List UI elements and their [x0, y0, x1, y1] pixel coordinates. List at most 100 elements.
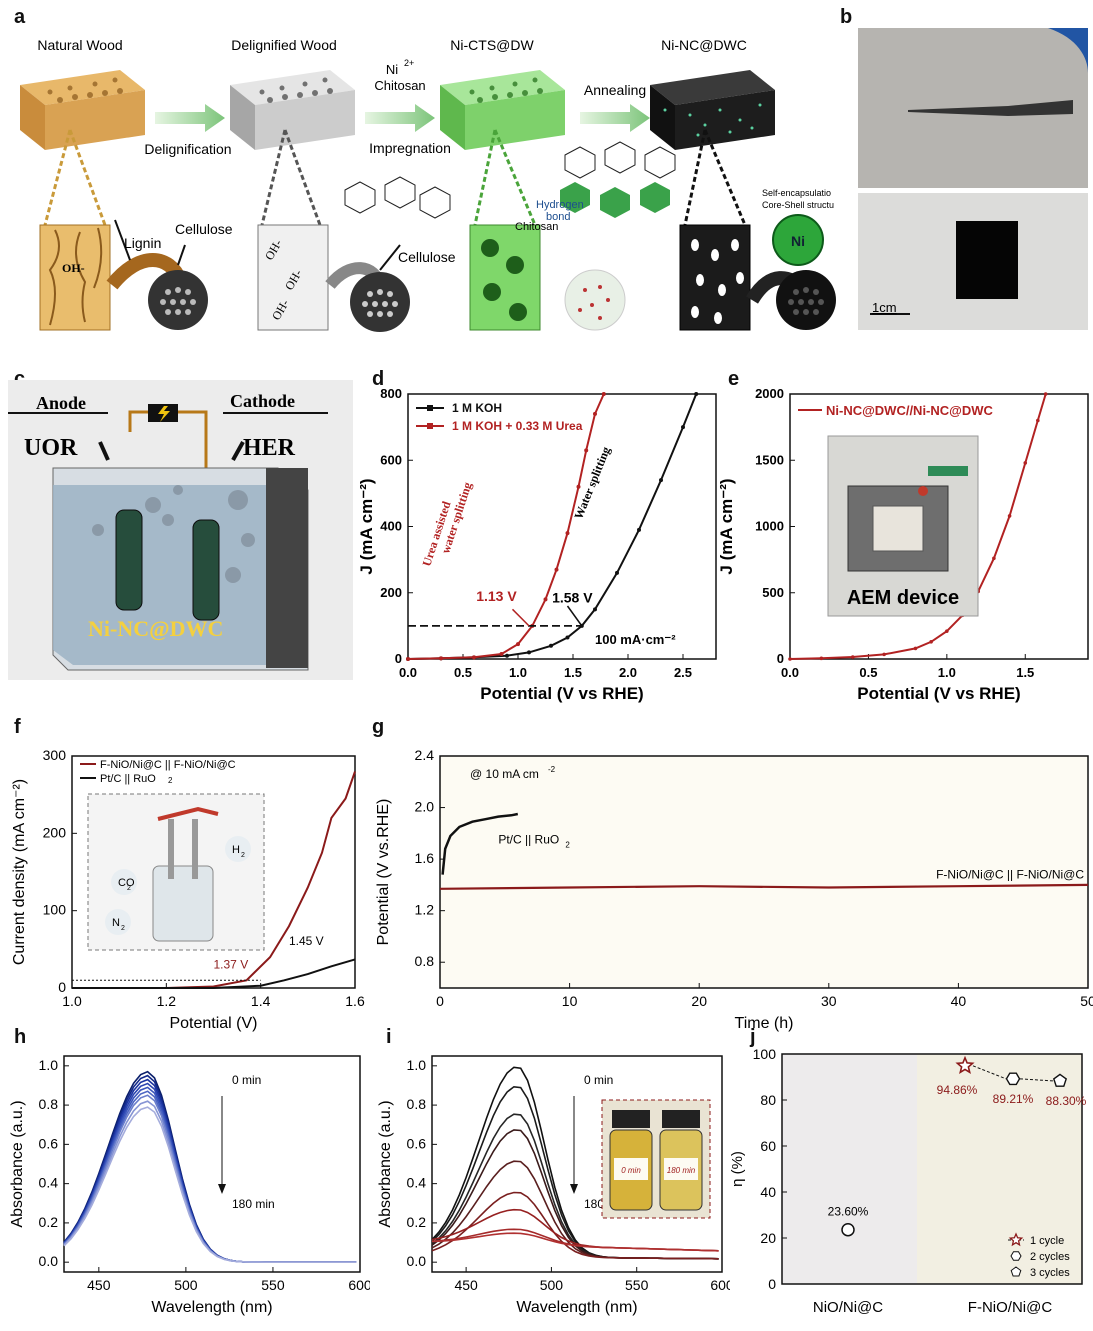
- point-cycle-3: [1052, 1073, 1068, 1087]
- y-tick-label: 0: [777, 651, 784, 666]
- series-point-1: [516, 642, 520, 647]
- time-arrow-head: [218, 1184, 226, 1194]
- cathode-electrode: [192, 519, 220, 621]
- aem-green-clip: [928, 466, 968, 476]
- y-axis-label: Absorbance (a.u.): [377, 1100, 394, 1227]
- series-point-0: [850, 655, 855, 659]
- panel-g-chart: 0 10 20 30 40 50 0.8 1.2 1.6 2.0 2.4 Time (h) Potent…: [375, 747, 1093, 1032]
- series-point-0: [505, 653, 509, 658]
- legend-label-0: 1 cycle: [1030, 1235, 1064, 1247]
- y-tick-label: 200: [43, 824, 67, 840]
- y-tick-label: 1500: [755, 452, 784, 467]
- lightning-icon: [158, 406, 170, 422]
- series-point-0: [549, 643, 553, 648]
- series-line-1: [439, 883, 1089, 890]
- step-ni: Ni: [386, 62, 398, 77]
- spectrum-line-6: [63, 1094, 357, 1263]
- inset-electrode-b: [192, 819, 198, 879]
- x-tick-label: 0.5: [454, 665, 472, 680]
- legend-label-0: F-NiO/Ni@C || F-NiO/Ni@C: [100, 759, 236, 771]
- inset-beaker: [152, 865, 214, 942]
- aem-red-clip: [918, 486, 928, 496]
- label-lignin: Lignin: [124, 235, 161, 251]
- vial-cap-180: [662, 1110, 700, 1128]
- annot-v1: 1.37 V: [214, 957, 249, 971]
- inset-clip: [157, 806, 219, 821]
- series-point-0: [929, 639, 933, 644]
- y-tick-label: 60: [760, 1138, 776, 1154]
- x-axis-label: Potential (V vs RHE): [480, 684, 643, 703]
- step-chitosan: Chitosan: [374, 78, 425, 93]
- x-category-label: F-NiO/Ni@C: [968, 1299, 1053, 1316]
- series-point-1: [472, 655, 476, 660]
- panel-f-chart: 1.0 1.2 1.4 1.6 0 100 200 300 Potential (V) Curre…: [11, 747, 365, 1032]
- label-cellulose-1: Cellulose: [175, 221, 233, 237]
- plot-frame: [63, 1055, 361, 1273]
- spectrum-line-7: [63, 1100, 357, 1263]
- n2-sub: 2: [121, 925, 125, 932]
- vial-label-bg-0: [614, 1158, 648, 1180]
- x-tick-label: 1.5: [564, 665, 582, 680]
- panel-letter-f: f: [14, 716, 21, 738]
- panel-i-chart: 450 500 550 600 0.0 0.2 0.4 0.6 0.8 1.0 Wavelength…: [377, 1055, 730, 1316]
- scale-label: 1cm: [872, 300, 897, 315]
- step-ni-charge: 2+: [404, 58, 414, 68]
- panel-letter-c: c: [14, 368, 26, 390]
- legend-marker-1: [427, 423, 433, 429]
- series-point-0: [1007, 514, 1012, 518]
- x-tick-label: 40: [951, 993, 967, 1009]
- ni-cts-wall: [469, 224, 541, 331]
- vial-label-180: 180 min: [667, 1166, 696, 1175]
- y-tick-label: 40: [760, 1184, 776, 1200]
- y-tick-label: 0.8: [415, 953, 435, 969]
- panel-h-chart: 450 500 550 600 0.0 0.2 0.4 0.6 0.8 1.0 Wavelength…: [9, 1055, 370, 1316]
- label-oh: OH-: [62, 261, 85, 275]
- stage-ni-cts: Ni-CTS@DW: [450, 37, 534, 53]
- y-tick-label: 0.2: [407, 1214, 427, 1230]
- y-tick-label: 600: [380, 452, 402, 467]
- y-tick-label: 200: [380, 585, 402, 600]
- y-tick-label: 1.0: [39, 1057, 59, 1073]
- natural-wood-block: [20, 70, 145, 150]
- panel-b-photo: 1cm: [858, 28, 1088, 330]
- arrow-impregnation: [365, 104, 435, 132]
- panel-c-schematic: Anode Cathode UOR HER Ni-NC@DWC: [8, 380, 353, 680]
- legend-label-2: 3 cycles: [1030, 1267, 1070, 1279]
- y-tick-label: 0.8: [39, 1096, 59, 1112]
- series-point-0: [819, 656, 824, 661]
- y-tick-label: 0.6: [39, 1135, 59, 1151]
- label-self-encapsulation: Self-encapsulatio: [762, 188, 831, 198]
- x-tick-label: 50: [1080, 993, 1093, 1009]
- label-hbond-1: Hydrogen: [536, 199, 584, 211]
- x-category-label: NiO/Ni@C: [813, 1299, 883, 1316]
- step-impregnation: Impregnation: [369, 140, 451, 156]
- x-axis-label: Time (h): [735, 1015, 794, 1032]
- x-tick-label: 500: [540, 1277, 564, 1293]
- point-cycle-1: [955, 1055, 975, 1075]
- panel-letter-j: j: [750, 1026, 756, 1048]
- label-chitosan: Chitosan: [515, 221, 558, 233]
- ni-nc-wall: [679, 224, 751, 331]
- series-point-0: [788, 657, 792, 661]
- co2-bubble: [111, 869, 137, 895]
- arrow-annealing: [580, 104, 650, 132]
- x-tick-label: 1.6: [345, 993, 365, 1009]
- x-tick-label: 550: [261, 1277, 285, 1293]
- fibril-cross-section-2: [350, 272, 410, 332]
- series-point-0: [1036, 418, 1040, 423]
- cathode-label: Cathode: [230, 391, 295, 411]
- y-tick-label: 0.4: [39, 1175, 59, 1191]
- y-tick-label: 800: [380, 386, 402, 401]
- delignified-wood-block: [230, 70, 355, 150]
- legend-label-1: 1 M KOH + 0.33 M Urea: [452, 419, 583, 433]
- h2-bubble: [225, 836, 251, 862]
- legend-marker-3: [1010, 1266, 1022, 1277]
- x-tick-label: 1.2: [157, 993, 177, 1009]
- spectrum-line-4: [63, 1086, 357, 1263]
- plot-background-tint: [782, 1054, 917, 1284]
- annot-v1-arrow: [511, 608, 530, 627]
- electrode-label: Ni-NC@DWC: [88, 616, 223, 641]
- y-axis-label: Current density (mA cm⁻²): [11, 779, 28, 965]
- series-point-1: [601, 392, 606, 396]
- stage-delignified-wood: Delignified Wood: [231, 37, 337, 53]
